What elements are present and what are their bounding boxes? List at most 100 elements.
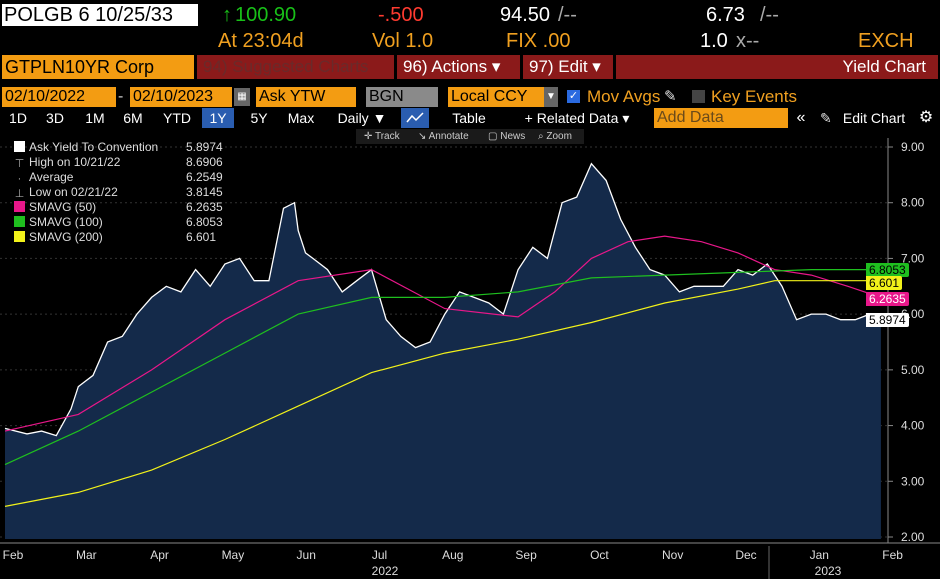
y-tick-label: 4.00 [901, 419, 925, 433]
edit-chart-button[interactable]: Edit Chart [842, 110, 906, 126]
y-tick-label: 3.00 [901, 474, 925, 488]
bid-price: 94.50 [500, 4, 551, 26]
legend-value: 6.8053 [186, 215, 223, 229]
currency-selector[interactable]: Local CCY [448, 87, 544, 107]
x-tick-label: Oct [590, 548, 609, 562]
net-change: -.500 [378, 4, 424, 26]
period-1y[interactable]: 1Y [202, 108, 234, 128]
chart-tools-strip: ✛ Track ↘ Annotate ▢ News ⌕ Zoom [356, 129, 584, 144]
yield-area [5, 163, 881, 539]
key-events-label: Key Events [711, 87, 797, 106]
series-line-2 [4, 269, 881, 466]
mov-avgs-label: Mov Avgs [587, 87, 661, 106]
annotate-tool[interactable]: ↘ Annotate [418, 131, 469, 142]
x-tick-label: Dec [735, 548, 756, 562]
volume: Vol 1.0 [372, 30, 434, 52]
zoom-tool[interactable]: ⌕ Zoom [538, 131, 572, 142]
low-marker-icon: ⊥ [14, 188, 25, 200]
suggested-charts-button[interactable]: 94) Suggested Charts [197, 55, 394, 79]
legend-label: SMAVG (100) [29, 215, 103, 229]
period-5y[interactable]: 5Y [250, 110, 268, 126]
legend-label: Average [29, 170, 74, 184]
sma100-tag: 6.8053 [866, 263, 909, 277]
legend-label: Ask Yield To Convention [29, 140, 159, 154]
ask-price: /-- [558, 4, 577, 26]
actions-menu[interactable]: 96) Actions ▾ [397, 55, 520, 79]
pricing-source-field[interactable]: BGN [366, 87, 438, 107]
legend-item: SMAVG (100) 6.8053 [14, 215, 223, 230]
size-value: 1.0 [700, 30, 728, 52]
period-3d[interactable]: 3D [46, 110, 64, 126]
price-up-arrow-icon: ↑ [222, 4, 232, 26]
legend-swatch [14, 216, 25, 227]
legend-value: 8.6906 [186, 155, 223, 169]
currency-dropdown-icon[interactable]: ▼ [544, 87, 558, 107]
period-6m[interactable]: 6M [123, 110, 143, 126]
legend-label: High on 10/21/22 [29, 155, 121, 169]
edit-menu[interactable]: 97) Edit ▾ [523, 55, 613, 79]
x-tick-label: Feb [882, 548, 903, 562]
legend-label: SMAVG (200) [29, 230, 103, 244]
line-chart-icon[interactable] [401, 108, 429, 128]
legend-label: Low on 02/21/22 [29, 185, 118, 199]
year-label: 2022 [372, 564, 399, 578]
legend-swatch [14, 141, 25, 152]
legend-item: ⊤ High on 10/21/22 8.6906 [14, 155, 223, 170]
pencil-icon[interactable]: ✎ [664, 88, 677, 105]
security-field[interactable]: POLGB 6 10/25/33 [2, 4, 198, 26]
last-yield-tag: 5.8974 [866, 313, 909, 327]
y-tick-label: 2.00 [901, 530, 925, 544]
x-tick-label: Jan [810, 548, 829, 562]
period-1m[interactable]: 1M [85, 110, 105, 126]
edit-chart-pencil-icon: ✎ [820, 110, 832, 126]
chart-legend: Ask Yield To Convention 5.8974 ⊤ High on 10… [14, 140, 223, 245]
period-1d[interactable]: 1D [9, 110, 27, 126]
field-selector[interactable]: Ask YTW [256, 87, 356, 107]
legend-label: SMAVG (50) [29, 200, 97, 214]
legend-item: · Average 6.2549 [14, 170, 223, 185]
end-date-field[interactable]: 02/10/2023 [130, 87, 232, 107]
y-tick-label: 8.00 [901, 196, 925, 210]
yield-value: 6.73 [706, 4, 745, 26]
ticker-field[interactable]: GTPLN10YR Corp [2, 55, 194, 79]
key-events-checkbox[interactable] [692, 90, 705, 103]
add-data-input[interactable]: Add Data [654, 108, 788, 128]
legend-item: Ask Yield To Convention 5.8974 [14, 140, 223, 155]
legend-value: 6.2635 [186, 200, 223, 214]
period-ytd[interactable]: YTD [163, 110, 191, 126]
series-line-3 [4, 280, 881, 507]
related-data-menu[interactable]: + Related Data ▾ [524, 110, 630, 126]
x-tick-label: Nov [662, 548, 683, 562]
page-title: Yield Chart [616, 55, 938, 79]
track-tool[interactable]: ✛ Track [364, 131, 400, 142]
legend-item: ⊥ Low on 02/21/22 3.8145 [14, 185, 223, 200]
period-max[interactable]: Max [287, 110, 315, 126]
last-price: 100.90 [235, 4, 297, 26]
x-tick-label: Jul [372, 548, 387, 562]
y-tick-label: 7.00 [901, 251, 925, 265]
start-date-field[interactable]: 02/10/2022 [2, 87, 116, 107]
mov-avgs-checkbox[interactable]: ✓ [567, 90, 580, 103]
legend-value: 6.2549 [186, 170, 223, 184]
sma50-tag: 6.2635 [866, 292, 909, 306]
frequency-dropdown[interactable]: Daily ▼ [337, 110, 387, 126]
news-tool[interactable]: ▢ News [488, 131, 526, 142]
yield-ask: /-- [760, 4, 779, 26]
last-time: At 23:04d [218, 30, 304, 52]
legend-value: 6.601 [186, 230, 217, 244]
x-tick-label: Mar [76, 548, 97, 562]
legend-swatch [14, 201, 25, 212]
calendar-icon[interactable]: ▦ [234, 88, 250, 106]
avg-marker-icon: · [17, 173, 22, 185]
x-tick-label: Apr [150, 548, 169, 562]
x-tick-label: Jun [297, 548, 316, 562]
sma200-tag: 6.601 [866, 276, 903, 290]
fix-value: FIX .00 [506, 30, 571, 52]
settings-gear-icon[interactable]: ⚙ [918, 109, 934, 126]
collapse-icon[interactable]: « [796, 109, 806, 126]
year-label: 2023 [815, 564, 842, 578]
table-button[interactable]: Table [452, 110, 486, 126]
y-tick-label: 9.00 [901, 140, 925, 154]
series-line-0 [4, 162, 882, 437]
x-tick-label: May [222, 548, 245, 562]
